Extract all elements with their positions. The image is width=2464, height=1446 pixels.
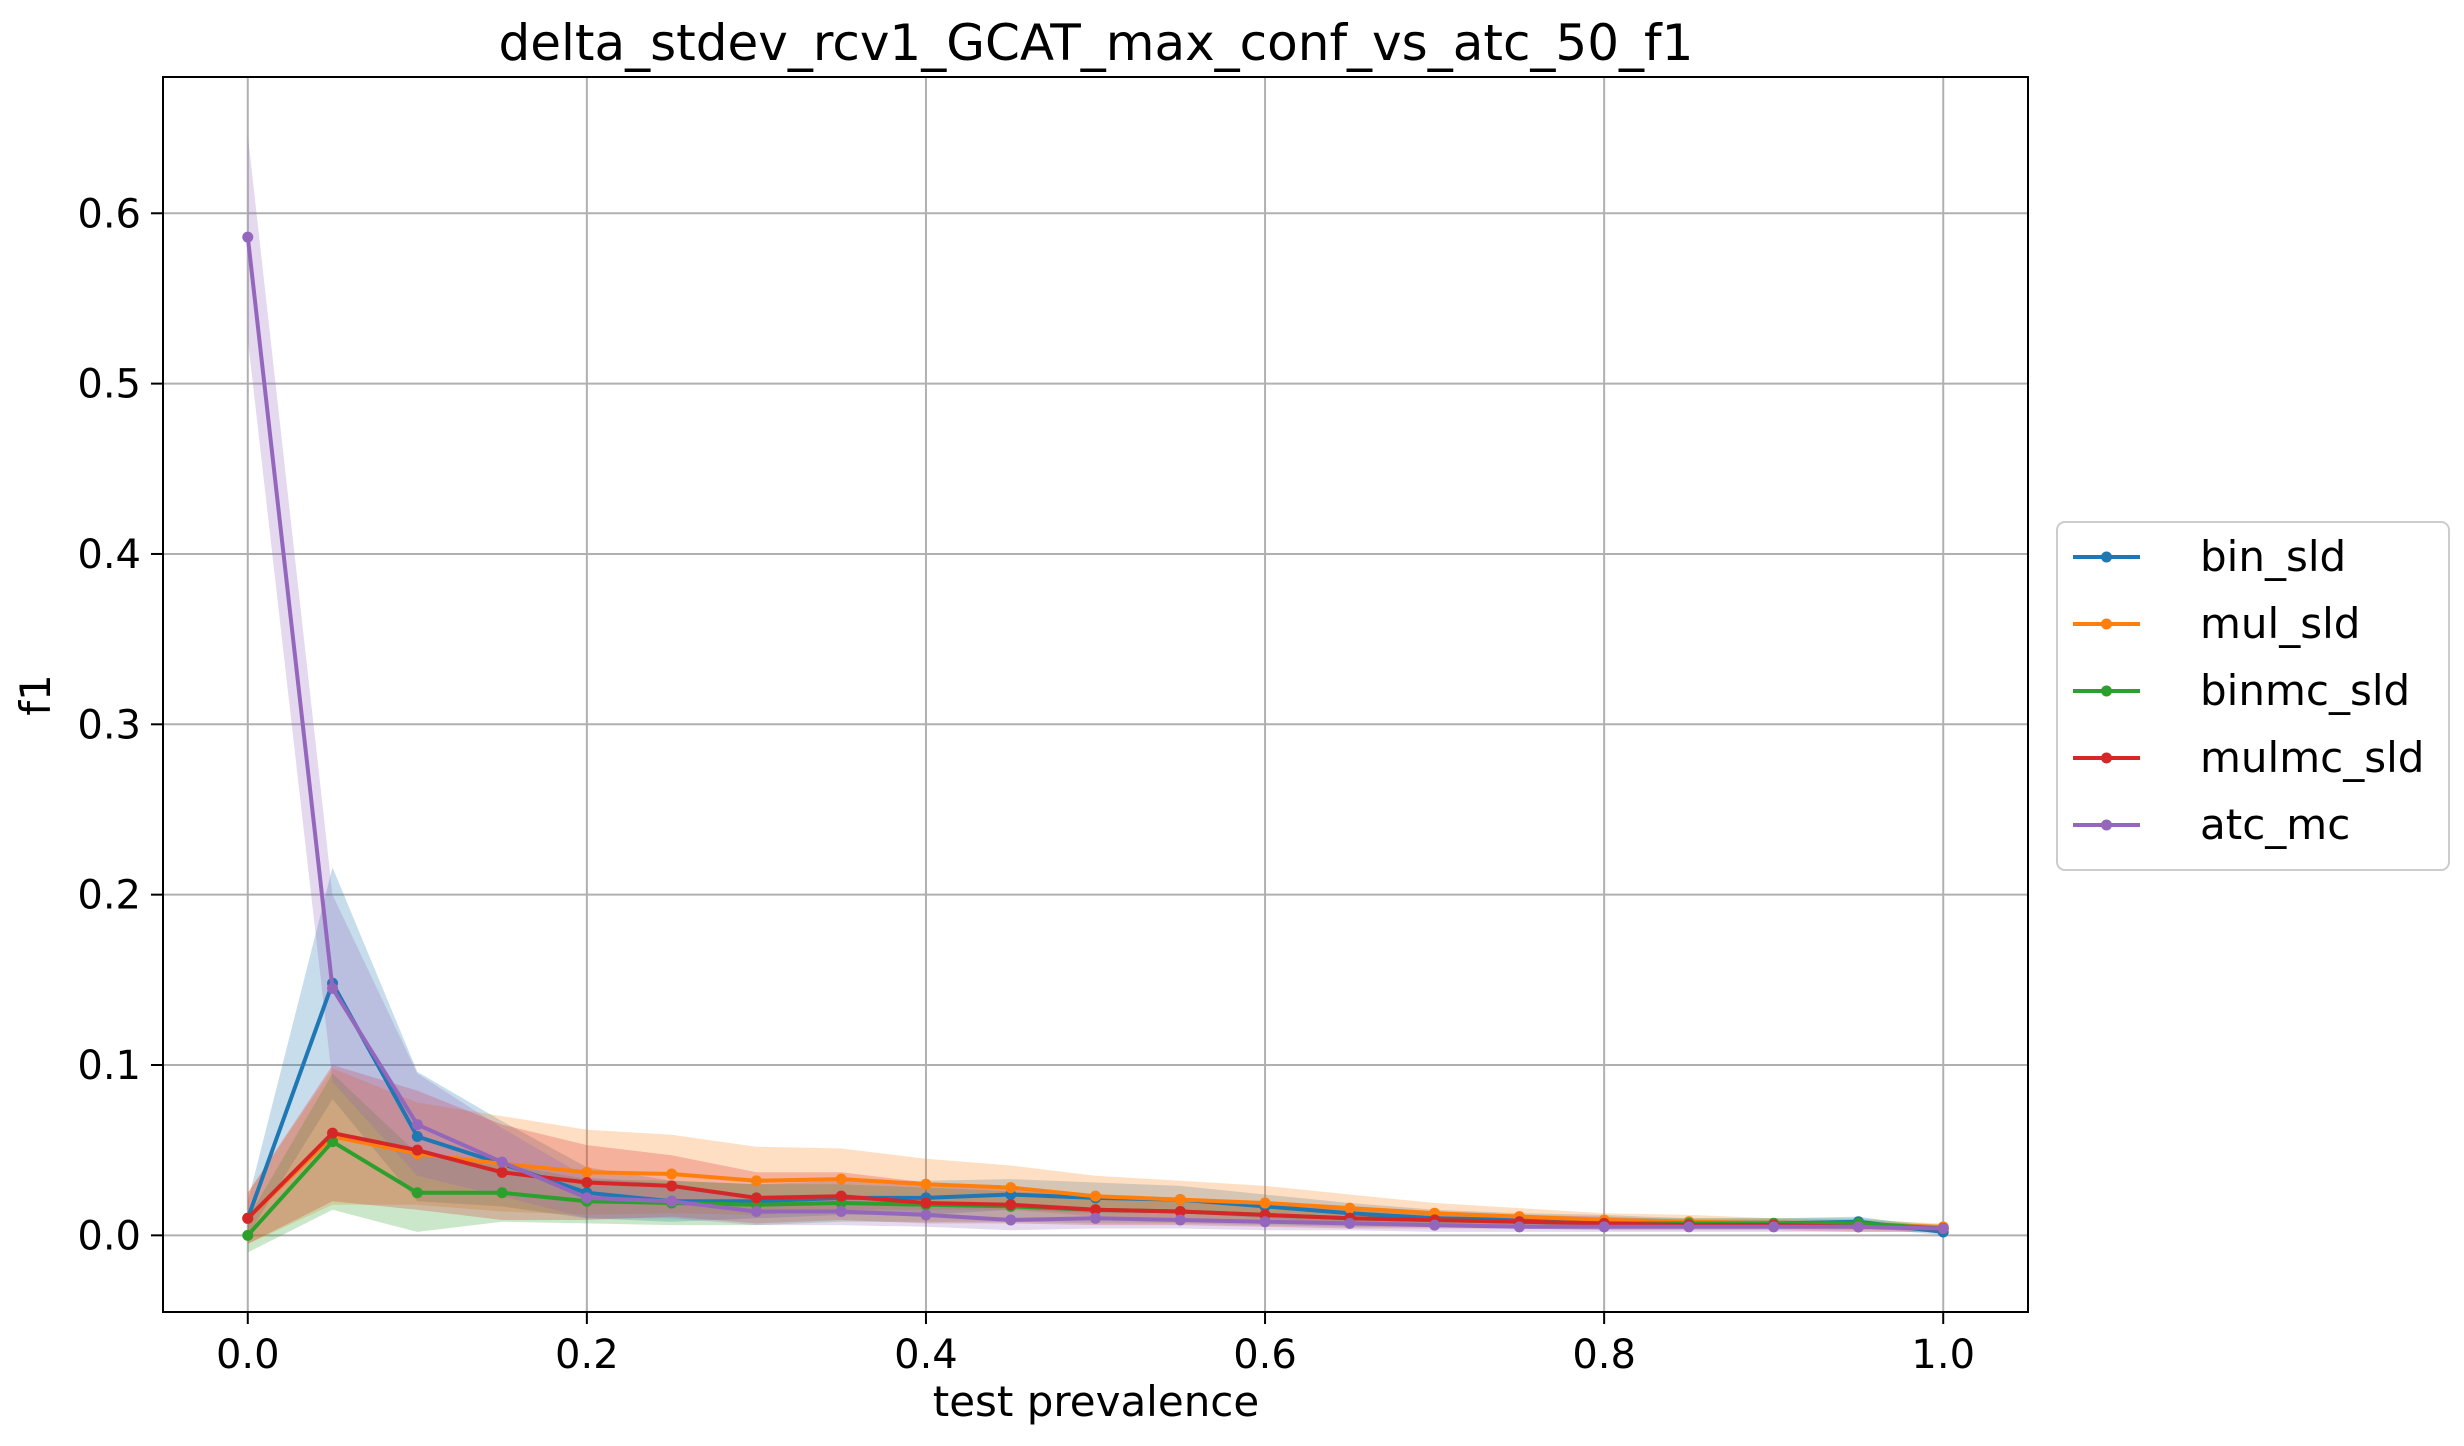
point-mul_sld <box>1259 1197 1271 1209</box>
legend-item-mulmc_sld: mulmc_sld <box>2073 733 2424 782</box>
x-tick-label: 0.8 <box>1572 1332 1636 1378</box>
y-tick-label: 0.5 <box>77 362 141 408</box>
point-atc_mc <box>1090 1212 1101 1224</box>
point-binmc_sld <box>242 1229 254 1241</box>
point-atc_mc <box>666 1195 678 1207</box>
legend-marker <box>2101 819 2112 831</box>
legend-marker <box>2101 752 2112 764</box>
point-mulmc_sld <box>1174 1205 1186 1217</box>
legend-item-bin_sld: bin_sld <box>2073 532 2346 581</box>
plot-frame <box>162 76 2029 1313</box>
legend-label: bin_sld <box>2200 532 2346 581</box>
legend-label: binmc_sld <box>2200 666 2410 715</box>
legend: bin_sld mul_sld binmc_sld mulmc_sld atc_mc <box>2056 521 2450 871</box>
x-tick-label: 0.2 <box>555 1332 619 1378</box>
point-atc_mc <box>835 1205 847 1217</box>
point-mulmc_sld <box>750 1192 762 1204</box>
point-atc_mc <box>1259 1216 1271 1228</box>
x-tick-label: 0.4 <box>894 1332 958 1378</box>
point-mulmc_sld <box>920 1197 932 1209</box>
point-atc_mc <box>242 231 254 243</box>
point-mulmc_sld <box>411 1144 423 1156</box>
point-atc_mc <box>750 1205 762 1217</box>
point-binmc_sld <box>496 1187 508 1199</box>
point-atc_mc <box>1429 1219 1441 1231</box>
legend-marker <box>2101 551 2112 563</box>
point-binmc_sld <box>327 1136 339 1148</box>
y-tick-label: 0.6 <box>77 191 141 237</box>
x-axis-label: test prevalence <box>933 1377 1260 1426</box>
point-atc_mc <box>1852 1221 1864 1233</box>
point-atc_mc <box>496 1156 508 1168</box>
legend-item-mul_sld: mul_sld <box>2073 599 2360 648</box>
y-tick-label: 0.3 <box>77 702 141 748</box>
point-mulmc_sld <box>666 1180 678 1192</box>
point-mul_sld <box>1090 1190 1101 1202</box>
point-mul_sld <box>1174 1194 1186 1206</box>
y-tick-label: 0.4 <box>77 532 141 578</box>
point-atc_mc <box>1768 1221 1780 1233</box>
legend-label: mul_sld <box>2200 599 2360 648</box>
point-atc_mc <box>1683 1221 1695 1233</box>
point-mulmc_sld <box>835 1190 847 1202</box>
grid <box>163 77 2028 1312</box>
point-mul_sld <box>1344 1202 1356 1214</box>
legend-item-binmc_sld: binmc_sld <box>2073 666 2410 715</box>
point-atc_mc <box>411 1119 423 1131</box>
x-tick-label: 0.0 <box>216 1332 280 1378</box>
point-mulmc_sld <box>1005 1199 1017 1211</box>
point-atc_mc <box>1174 1214 1186 1226</box>
axis-ticks: 0.0 0.2 0.4 0.6 0.8 1.0 0.0 0.1 0.2 0.3 0.4 0.5 0.6 <box>77 191 1975 1378</box>
point-mul_sld <box>1005 1182 1017 1194</box>
point-atc_mc <box>581 1192 593 1204</box>
x-tick-label: 0.6 <box>1233 1332 1297 1378</box>
point-atc_mc <box>1937 1223 1949 1235</box>
point-atc_mc <box>1344 1217 1356 1229</box>
point-mul_sld <box>835 1173 847 1185</box>
y-tick-label: 0.2 <box>77 873 141 919</box>
band-bin_sld <box>247 867 1944 1236</box>
x-tick-label: 1.0 <box>1911 1332 1975 1378</box>
point-binmc_sld <box>411 1187 423 1199</box>
legend-marker <box>2101 685 2112 697</box>
point-mul_sld <box>581 1166 593 1178</box>
series-lines <box>242 231 1949 1241</box>
point-bin_sld <box>411 1131 423 1143</box>
legend-box <box>2056 521 2450 871</box>
point-mulmc_sld <box>242 1212 254 1224</box>
point-atc_mc <box>1513 1221 1525 1233</box>
point-mulmc_sld <box>1090 1204 1101 1216</box>
point-mul_sld <box>920 1178 932 1190</box>
legend-label: atc_mc <box>2200 800 2350 849</box>
y-axis-label: f1 <box>11 674 60 716</box>
point-mulmc_sld <box>581 1177 593 1189</box>
legend-marker <box>2101 618 2112 630</box>
legend-item-atc_mc: atc_mc <box>2073 800 2350 849</box>
point-mulmc_sld <box>496 1166 508 1178</box>
point-atc_mc <box>1005 1214 1017 1226</box>
point-atc_mc <box>327 982 339 994</box>
point-atc_mc <box>920 1209 932 1221</box>
chart-title: delta_stdev_rcv1_GCAT_max_conf_vs_atc_50… <box>499 14 1694 72</box>
point-atc_mc <box>1598 1221 1610 1233</box>
point-mul_sld <box>666 1168 678 1180</box>
y-tick-label: 0.0 <box>77 1213 141 1259</box>
y-tick-label: 0.1 <box>77 1043 141 1089</box>
point-mul_sld <box>750 1175 762 1187</box>
legend-label: mulmc_sld <box>2200 733 2424 782</box>
point-mulmc_sld <box>327 1127 339 1139</box>
